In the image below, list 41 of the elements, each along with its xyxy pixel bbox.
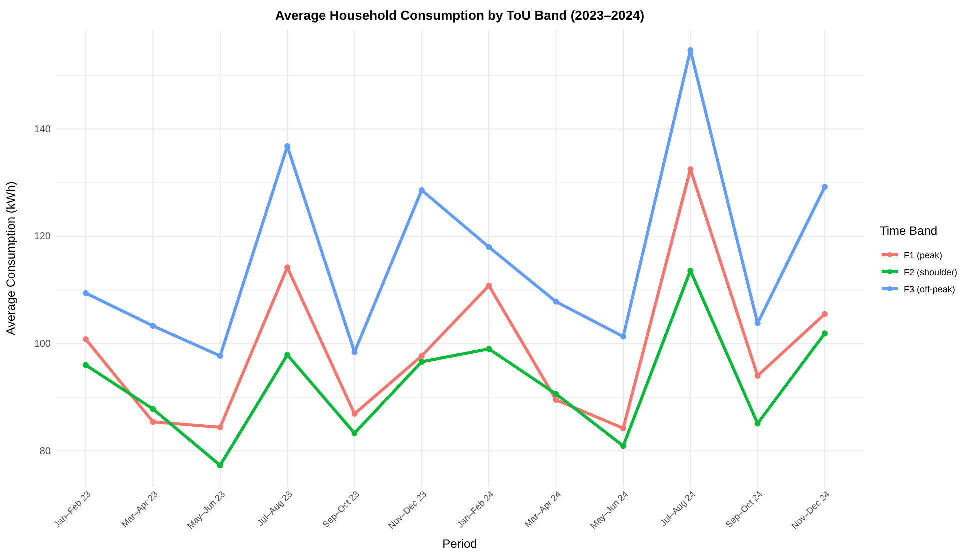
point (822, 311, 828, 318)
y-tick-label: 120 (34, 232, 52, 243)
point (217, 424, 224, 430)
point (486, 282, 492, 289)
point (486, 346, 492, 352)
point (83, 290, 89, 296)
point (418, 187, 425, 194)
point (553, 391, 560, 398)
y-tick-label: 140 (34, 124, 52, 136)
point (150, 419, 156, 426)
point (217, 462, 224, 469)
point (83, 336, 89, 342)
point (620, 426, 626, 432)
legend-label: F3 (off-peak) (904, 284, 956, 294)
point (418, 359, 425, 365)
point (620, 443, 626, 450)
point (284, 352, 291, 358)
point (553, 298, 560, 305)
point (754, 420, 761, 427)
point (352, 411, 358, 418)
point (150, 323, 156, 330)
x-axis-title: Period (442, 537, 478, 551)
point (553, 397, 560, 404)
legend-title: Time Band (880, 224, 938, 238)
point (822, 330, 828, 337)
point (83, 362, 89, 368)
point (620, 334, 626, 340)
y-axis-title: Average Consumption (kWh) (4, 182, 18, 336)
chart-title: Average Household Consumption by ToU Band (2023–2024) (275, 8, 645, 23)
point (754, 372, 761, 379)
y-tick-label: 80 (40, 446, 52, 458)
point (217, 353, 224, 360)
legend-label: F2 (shoulder) (904, 268, 958, 278)
point (150, 406, 156, 412)
point (352, 430, 358, 436)
point (418, 353, 425, 360)
point (688, 47, 694, 54)
legend-label: F1 (peak) (904, 250, 943, 260)
y-tick-label: 100 (34, 338, 52, 350)
point (822, 184, 828, 190)
point (486, 244, 492, 250)
